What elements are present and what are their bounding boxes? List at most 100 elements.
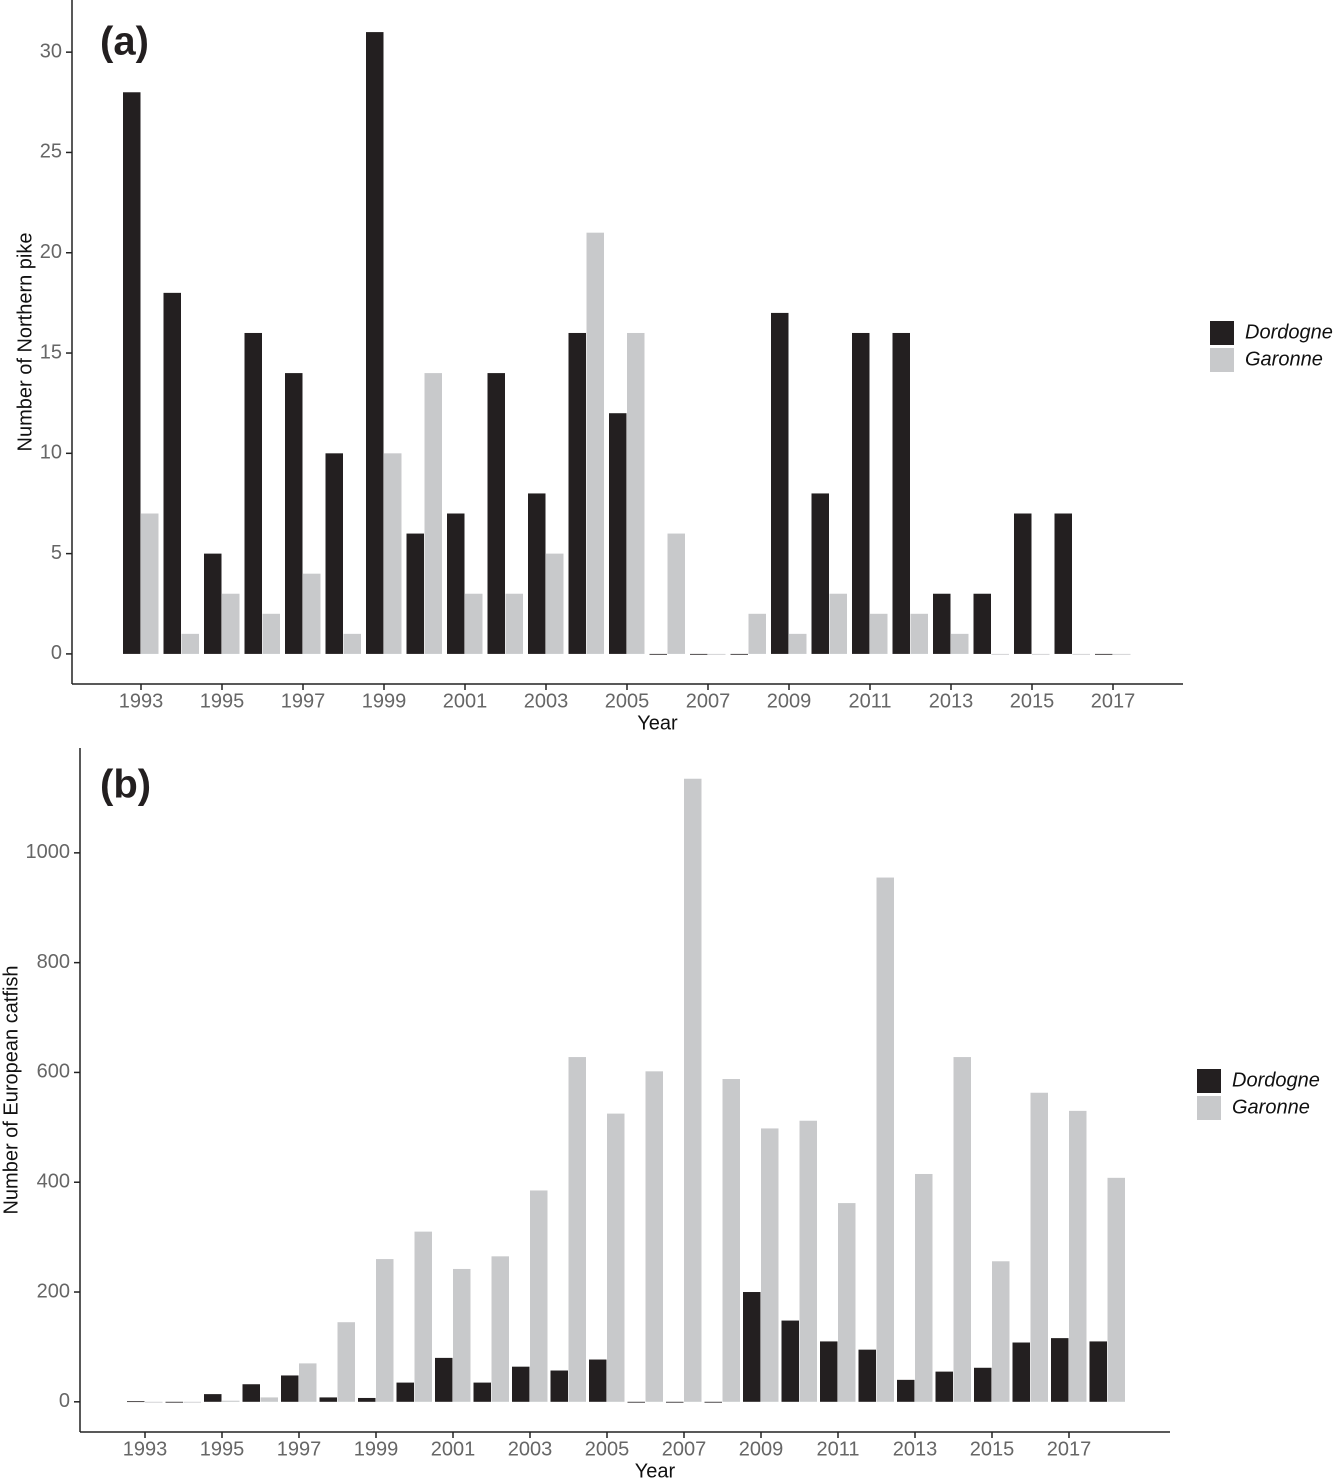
- bar: [181, 633, 199, 654]
- x-tick-label: 1993: [123, 1438, 168, 1460]
- x-axis-title: Year: [637, 712, 678, 734]
- bar: [1014, 513, 1032, 654]
- bar: [453, 1268, 471, 1402]
- x-tick-label: 2011: [816, 1438, 859, 1460]
- bar: [915, 1173, 933, 1402]
- panel-label: (a): [100, 20, 149, 64]
- bar: [666, 1401, 684, 1403]
- bar: [858, 1349, 876, 1402]
- bar: [447, 513, 465, 654]
- x-tick-label: 1997: [281, 690, 326, 712]
- y-tick-label: 20: [40, 241, 62, 263]
- bar: [204, 553, 222, 654]
- bar: [870, 613, 888, 654]
- bar: [473, 1382, 491, 1402]
- bar: [649, 653, 667, 655]
- bar: [730, 653, 748, 655]
- bar: [222, 593, 240, 654]
- y-tick-label: 15: [40, 341, 62, 363]
- bar: [528, 493, 546, 654]
- x-tick-label: 2009: [767, 690, 812, 712]
- bar: [838, 1203, 856, 1402]
- y-tick-label: 600: [37, 1061, 70, 1083]
- bar: [690, 653, 708, 655]
- y-tick-label: 25: [40, 141, 62, 163]
- y-axis-title: Number of Northern pike: [14, 233, 36, 452]
- bar: [897, 1379, 915, 1402]
- bar: [991, 653, 1009, 655]
- bar: [761, 1128, 779, 1402]
- x-tick-label: 1995: [200, 1438, 245, 1460]
- legend-swatch: [1210, 321, 1234, 345]
- bar: [303, 573, 321, 654]
- bar: [568, 1057, 586, 1402]
- bar: [384, 453, 402, 654]
- bar: [722, 1079, 740, 1402]
- bar: [1113, 653, 1131, 655]
- x-tick-label: 2017: [1091, 690, 1136, 712]
- legend-swatch: [1197, 1096, 1221, 1120]
- y-axis-title: Number of European catfish: [0, 965, 22, 1214]
- bar: [627, 1401, 645, 1403]
- bar: [465, 593, 483, 654]
- bar: [589, 1359, 607, 1402]
- bar: [829, 593, 847, 654]
- bar: [609, 413, 627, 654]
- x-axis-title: Year: [635, 1460, 676, 1480]
- bar: [424, 373, 442, 654]
- bar: [550, 1370, 568, 1402]
- bar: [244, 332, 262, 654]
- bar: [627, 332, 645, 654]
- x-tick-label: 2009: [739, 1438, 784, 1460]
- bar: [992, 1261, 1010, 1402]
- x-tick-label: 2015: [1010, 690, 1055, 712]
- y-tick-label: 0: [51, 642, 62, 664]
- legend-label: Garonne: [1232, 1096, 1310, 1118]
- bar: [204, 1394, 222, 1402]
- bar: [376, 1259, 394, 1402]
- x-tick-label: 1993: [119, 690, 164, 712]
- bar: [820, 1341, 838, 1402]
- x-tick-label: 2005: [605, 690, 650, 712]
- y-tick-label: 800: [37, 951, 70, 973]
- bar: [645, 1071, 663, 1402]
- bar: [748, 613, 766, 654]
- bar: [319, 1397, 337, 1402]
- x-tick-label: 2015: [970, 1438, 1015, 1460]
- x-tick-label: 2003: [524, 690, 569, 712]
- bar: [974, 1367, 992, 1402]
- bar: [953, 1057, 971, 1402]
- bar: [1051, 1338, 1069, 1402]
- bar: [299, 1363, 317, 1402]
- bar: [568, 332, 586, 654]
- x-tick-label: 1995: [200, 690, 245, 712]
- y-tick-label: 1000: [26, 841, 71, 863]
- bar: [1089, 1341, 1107, 1402]
- bar: [337, 1322, 355, 1402]
- x-tick-label: 2005: [585, 1438, 630, 1460]
- y-tick-label: 0: [59, 1390, 70, 1412]
- bar: [165, 1401, 183, 1403]
- bar: [799, 1120, 817, 1402]
- bar: [892, 332, 910, 654]
- bar: [933, 593, 951, 654]
- bar: [163, 292, 181, 654]
- bar: [1095, 653, 1113, 655]
- bar: [546, 553, 564, 654]
- bar: [325, 453, 343, 654]
- bar: [607, 1113, 625, 1402]
- bar: [530, 1190, 548, 1402]
- bar: [366, 32, 384, 654]
- bar: [487, 373, 505, 654]
- bar: [704, 1401, 722, 1403]
- bar: [260, 1397, 278, 1402]
- y-tick-label: 400: [37, 1171, 70, 1193]
- x-tick-label: 1999: [362, 690, 407, 712]
- legend-label: Garonne: [1245, 348, 1323, 370]
- bar: [708, 653, 726, 655]
- x-tick-label: 1999: [354, 1438, 399, 1460]
- bar: [910, 613, 928, 654]
- y-tick-label: 10: [40, 442, 62, 464]
- legend-swatch: [1197, 1069, 1221, 1093]
